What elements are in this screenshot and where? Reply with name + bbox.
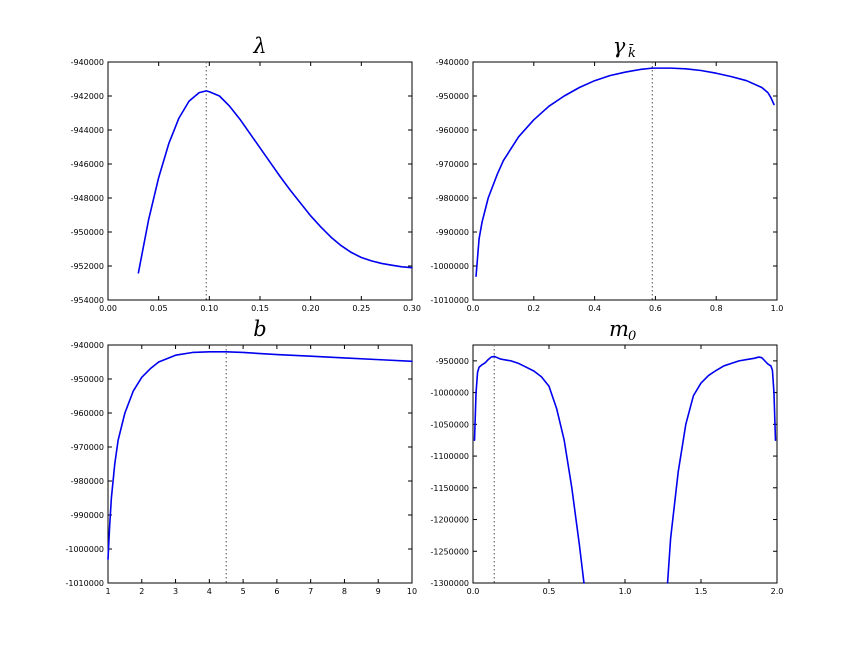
panel-gamma-kbar: γ k̄ 0.0 0.2 0.4 0.6 0.8 1.0 -1010000 -1000000 -…: [430, 34, 783, 313]
y-tick-label: -1100000: [430, 452, 469, 461]
panel-lambda: λ 0.00 0.05 0.10 0.15 0.20 0.25 0.30 -954000 -95…: [71, 34, 421, 313]
x-tick-label: 0.0: [467, 304, 480, 313]
y-tick-label: -954000: [71, 296, 104, 305]
x-tick-label: 3: [173, 587, 178, 596]
y-tick-label: -990000: [436, 228, 469, 237]
curve-group: [137, 90, 413, 274]
axis-ticks: 1 2 3 4 5 6 7 8 9 10 -1010000 -1000000 -990000 -98000…: [65, 341, 417, 596]
y-tick-label: -1250000: [430, 547, 469, 556]
x-tick-label: 0.00: [99, 304, 117, 313]
y-tick-label: -940000: [71, 341, 104, 350]
panel-title-subscript: k̄: [628, 44, 636, 61]
x-tick-label: 5: [241, 587, 246, 596]
panel-title: λ: [252, 34, 266, 58]
curve-group: [107, 350, 413, 561]
x-tick-label: 1.0: [619, 587, 632, 596]
x-tick-label: 0.30: [403, 304, 421, 313]
x-tick-label: 0.20: [302, 304, 320, 313]
series-line-0: [473, 355, 585, 584]
y-tick-label: -1010000: [430, 296, 469, 305]
x-tick-label: 0.2: [527, 304, 540, 313]
y-tick-label: -952000: [71, 262, 104, 271]
x-tick-label: 4: [207, 587, 212, 596]
panel-b: b 1 2 3 4 5 6 7 8 9 10 -1010000 -1000000 -990000 -980…: [65, 317, 417, 596]
panel-title: m: [609, 317, 629, 341]
y-tick-label: -970000: [71, 443, 104, 452]
series-line-0: [107, 350, 413, 561]
y-tick-label: -946000: [71, 160, 104, 169]
y-tick-label: -942000: [71, 92, 104, 101]
x-tick-label: 1.5: [695, 587, 708, 596]
plot-frame: [472, 61, 778, 301]
x-tick-label: 0.8: [710, 304, 723, 313]
x-tick-label: 0.25: [352, 304, 370, 313]
y-tick-label: -1000000: [430, 389, 469, 398]
y-tick-label: -950000: [436, 357, 469, 366]
y-tick-label: -960000: [436, 126, 469, 135]
y-tick-label: -1000000: [430, 262, 469, 271]
y-tick-label: -950000: [436, 92, 469, 101]
series-line-0: [137, 90, 413, 274]
y-tick-label: -980000: [71, 477, 104, 486]
x-tick-label: 0.4: [588, 304, 601, 313]
y-tick-label: -1200000: [430, 516, 469, 525]
x-tick-label: 1.0: [771, 304, 784, 313]
plot-frame: [472, 344, 778, 584]
x-tick-label: 10: [407, 587, 417, 596]
x-tick-label: 6: [274, 587, 279, 596]
y-tick-label: -944000: [71, 126, 104, 135]
x-tick-label: 0.05: [150, 304, 168, 313]
panel-title: γ: [613, 34, 626, 58]
x-tick-label: 2.0: [771, 587, 784, 596]
y-tick-label: -1300000: [430, 579, 469, 588]
plot-frame: [107, 344, 413, 584]
x-tick-label: 0.10: [200, 304, 218, 313]
y-tick-label: -980000: [436, 194, 469, 203]
y-tick-label: -990000: [71, 511, 104, 520]
panel-title: b: [253, 317, 266, 341]
panel-m0: m 0 0.0 0.5 1.0 1.5 2.0 -1300000 -1250000 -1200…: [430, 317, 783, 596]
y-tick-label: -940000: [436, 58, 469, 67]
x-tick-label: 2: [139, 587, 144, 596]
axis-ticks: 0.0 0.5 1.0 1.5 2.0 -1300000 -1250000 -1200000 -…: [430, 345, 783, 596]
series-line-1: [666, 356, 777, 584]
x-tick-label: 8: [342, 587, 347, 596]
y-tick-label: -950000: [71, 228, 104, 237]
axis-ticks: 0.00 0.05 0.10 0.15 0.20 0.25 0.30 -954000 -9520…: [71, 58, 421, 313]
x-tick-label: 0.6: [649, 304, 662, 313]
y-tick-label: -1000000: [65, 545, 104, 554]
y-tick-label: -1010000: [65, 579, 104, 588]
x-tick-label: 0.0: [467, 587, 480, 596]
x-tick-label: 7: [308, 587, 313, 596]
curve-group: [475, 67, 775, 278]
curve-group: [473, 355, 777, 584]
y-tick-label: -1050000: [430, 420, 469, 429]
plot-frame: [107, 61, 413, 301]
y-tick-label: -940000: [71, 58, 104, 67]
y-tick-label: -950000: [71, 375, 104, 384]
axis-ticks: 0.0 0.2 0.4 0.6 0.8 1.0 -1010000 -1000000 -99000…: [430, 58, 783, 313]
y-tick-label: -970000: [436, 160, 469, 169]
y-tick-label: -948000: [71, 194, 104, 203]
series-line-0: [475, 67, 775, 278]
y-tick-label: -1150000: [430, 484, 469, 493]
y-tick-label: -960000: [71, 409, 104, 418]
x-tick-label: 0.15: [251, 304, 269, 313]
x-tick-label: 0.5: [543, 587, 556, 596]
panel-title-subscript: 0: [628, 329, 636, 344]
x-tick-label: 9: [376, 587, 381, 596]
x-tick-label: 1: [105, 587, 110, 596]
